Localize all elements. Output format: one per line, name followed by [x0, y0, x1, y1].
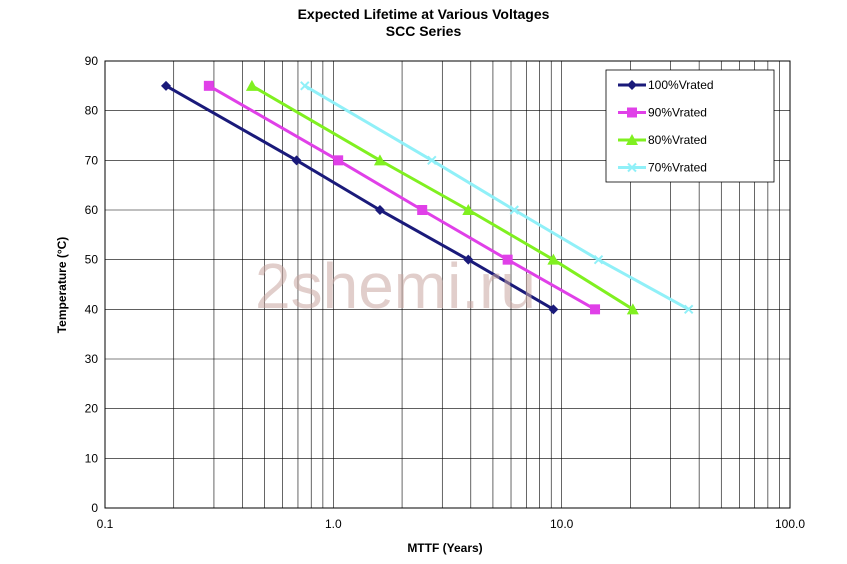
data-point: [626, 134, 638, 145]
legend-item: 90%Vrated: [618, 106, 707, 120]
data-point: [463, 254, 474, 265]
data-point: [509, 205, 519, 215]
y-tick-label: 80: [85, 104, 99, 118]
legend-item: 80%Vrated: [618, 133, 707, 147]
legend-label: 70%Vrated: [648, 161, 707, 175]
data-point: [627, 162, 637, 173]
data-point: [683, 304, 694, 315]
data-point: [161, 80, 172, 91]
y-tick-label: 70: [85, 153, 99, 167]
data-point: [548, 304, 559, 315]
data-point: [427, 155, 437, 166]
y-tick-label: 50: [85, 253, 99, 267]
plot-frame: [104, 60, 791, 509]
y-tick-label: 10: [85, 451, 99, 465]
x-tick-label: 1.0: [325, 517, 342, 531]
tick-labels: 0 10 20 30 40 50 60 70 80 90 0.1 1.0 10.0 100.0: [85, 54, 806, 531]
data-point: [462, 204, 475, 215]
y-tick-label: 0: [91, 501, 98, 515]
legend-item: 70%Vrated: [618, 161, 707, 175]
data-point: [291, 155, 302, 166]
series-70-vrated: [300, 81, 694, 315]
legend-item: 100%Vrated: [618, 78, 714, 92]
chart-title: Expected Lifetime at Various Voltages: [297, 6, 550, 22]
series-80-vrated: [245, 79, 639, 315]
data-point: [593, 254, 604, 265]
y-tick-label: 30: [85, 352, 99, 366]
x-tick-label: 10.0: [550, 517, 574, 531]
data-point: [333, 155, 344, 166]
x-tick-label: 100.0: [775, 517, 805, 531]
y-tick-label: 60: [85, 203, 99, 217]
data-point: [590, 304, 601, 315]
watermark: 2shemi.ru: [255, 250, 536, 322]
data-point: [300, 81, 310, 91]
data-point: [203, 80, 214, 91]
legend-label: 100%Vrated: [648, 78, 714, 92]
legend-box: [605, 69, 775, 183]
data-point: [373, 154, 386, 166]
y-tick-label: 90: [85, 54, 99, 68]
y-tick-label: 40: [85, 302, 99, 316]
data-point: [627, 80, 637, 90]
y-axis-title: Temperature (°C): [55, 237, 69, 334]
data-point: [502, 254, 513, 265]
data-point: [417, 205, 428, 215]
data-point: [547, 253, 560, 265]
series-90-vrated: [203, 80, 601, 315]
series-layer: [161, 79, 694, 315]
chart-subtitle: SCC Series: [385, 23, 462, 39]
y-tick-label: 20: [85, 402, 99, 416]
data-point: [627, 107, 637, 118]
legend-label: 90%Vrated: [648, 106, 707, 120]
x-axis-title: MTTF (Years): [407, 541, 482, 555]
data-point: [626, 303, 639, 315]
data-point: [374, 205, 385, 215]
x-tick-label: 0.1: [97, 517, 114, 531]
series-100-vrated: [161, 80, 559, 315]
data-point: [245, 79, 258, 91]
legend-label: 80%Vrated: [648, 133, 707, 147]
legend: 100%Vrated 90%Vrated 80%Vrated 70%Vrated: [605, 69, 775, 183]
